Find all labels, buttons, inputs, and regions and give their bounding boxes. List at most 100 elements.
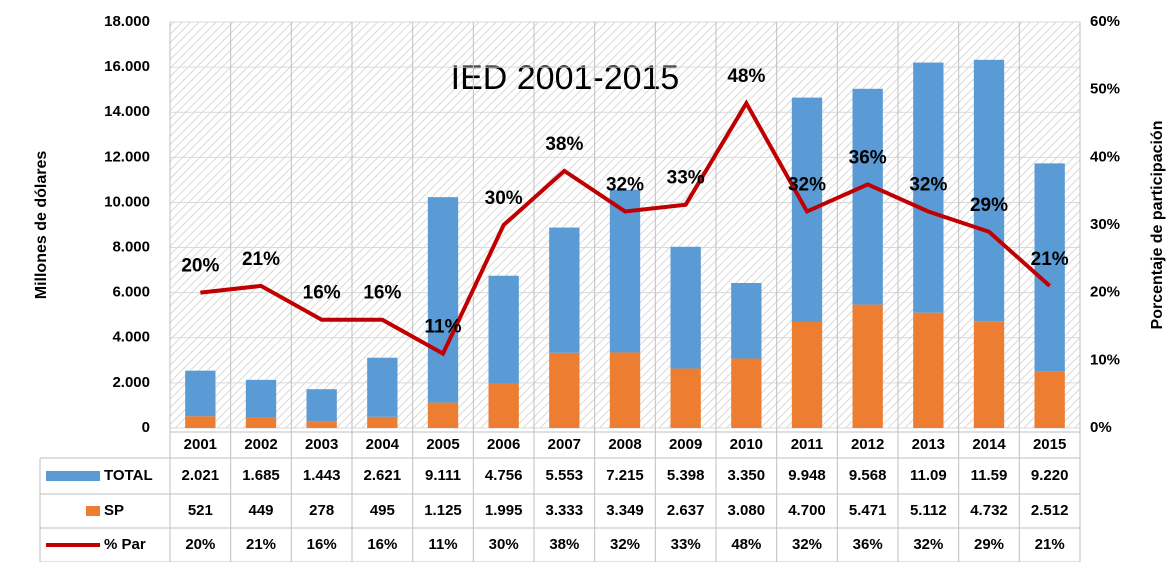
table-cell: 36% [853,536,883,553]
bar [185,416,216,428]
legend-swatch [46,471,100,481]
table-cell: 29% [974,536,1004,553]
y-tick-label: 14.000 [104,103,150,120]
table-cell: 9.948 [788,467,826,484]
table-cell: 9.111 [425,467,461,484]
table-cell: 2.637 [667,502,705,519]
bar [852,88,883,305]
table-cell: 38% [549,536,579,553]
x-tick-label: 2001 [184,436,217,453]
y-tick-label: 6.000 [112,284,150,301]
table-cell: 11.09 [910,467,947,484]
table-cell: 3.350 [728,467,766,484]
table-cell: 3.080 [728,502,766,519]
y-tick-label: 4.000 [112,329,150,346]
bar [367,416,398,428]
bar [245,379,277,418]
x-tick-label: 2014 [972,436,1006,453]
data-label: 33% [667,168,705,189]
y-tick-label: 2.000 [112,374,150,391]
legend-label: TOTAL [104,467,153,484]
data-label: 20% [181,256,219,277]
x-tick-label: 2012 [851,436,884,453]
table-cell: 32% [913,536,943,553]
data-label: 21% [1031,249,1069,270]
x-tick-label: 2013 [912,436,945,453]
x-tick-label: 2008 [608,436,641,453]
y2-tick-label: 0% [1090,419,1112,436]
table-cell: 1.995 [485,502,523,519]
table-cell: 4.732 [970,502,1008,519]
data-label: 11% [425,317,462,338]
table-cell: 1.443 [303,467,341,484]
y-tick-label: 0 [142,419,150,436]
data-label: 32% [909,174,947,195]
data-label: 48% [727,66,765,87]
bar [1034,371,1065,428]
legend-swatch [86,506,100,516]
bar [245,417,277,428]
bar [367,357,398,417]
y-tick-label: 16.000 [104,58,150,75]
table-cell: 21% [246,536,276,553]
y2-tick-label: 20% [1090,284,1120,301]
table-cell: 32% [610,536,640,553]
table-cell: 2.021 [182,467,220,484]
table-cell: 11% [428,536,457,553]
x-tick-label: 2004 [366,436,400,453]
y2-tick-label: 50% [1090,81,1120,98]
table-cell: 3.349 [606,502,644,519]
bar [731,358,762,428]
table-cell: 5.398 [667,467,705,484]
legend-label: % Par [104,536,146,553]
table-cell: 2.621 [364,467,402,484]
y-tick-label: 10.000 [104,193,150,210]
bar [488,275,519,384]
table-cell: 4.700 [788,502,826,519]
bar [427,402,459,428]
bar [609,352,641,428]
data-label: 16% [303,283,341,304]
bar [549,227,580,353]
bar [913,312,944,428]
table-cell: 16% [367,536,397,553]
table-cell: 5.471 [849,502,887,519]
x-tick-label: 2003 [305,436,338,453]
table-cell: 33% [671,536,701,553]
y2-tick-label: 10% [1090,351,1120,368]
bar [670,368,701,428]
bar [549,352,580,428]
data-label: 30% [485,188,523,209]
table-cell: 48% [731,536,761,553]
y-tick-label: 18.000 [104,13,150,30]
table-cell: 278 [309,502,334,519]
y2-tick-label: 60% [1090,13,1120,30]
table-cell: 449 [248,502,273,519]
x-tick-label: 2010 [730,436,763,453]
table-cell: 21% [1035,536,1065,553]
bar [852,304,883,428]
legend-label: SP [104,502,124,519]
data-label: 32% [606,174,644,195]
bar [609,189,641,353]
table-cell: 5.553 [546,467,584,484]
data-label: 16% [363,283,401,304]
bar [731,282,762,359]
bar [913,62,944,313]
table-cell: 20% [185,536,215,553]
x-tick-label: 2011 [791,436,824,453]
table-cell: 9.220 [1031,467,1069,484]
table-cell: 495 [370,502,395,519]
table-cell: 11.59 [971,467,1008,484]
table-cell: 30% [489,536,519,553]
table-cell: 5.112 [910,502,947,519]
data-label: 38% [545,134,583,155]
y2-tick-label: 30% [1090,216,1120,233]
table-cell: 3.333 [546,502,584,519]
table-cell: 9.568 [849,467,887,484]
table-cell: 16% [307,536,337,553]
bar [306,421,337,428]
bar [791,321,823,428]
table-cell: 4.756 [485,467,523,484]
